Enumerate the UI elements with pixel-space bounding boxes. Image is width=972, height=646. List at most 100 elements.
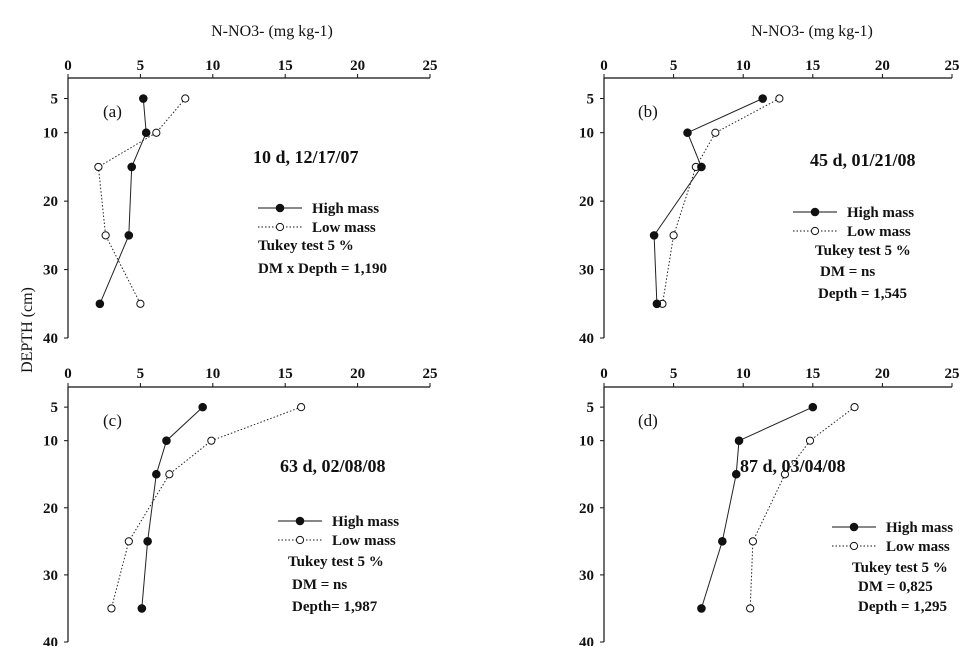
low-mass-point	[207, 436, 216, 445]
high-mass-point	[124, 231, 134, 240]
x-axis-title: N-NO3- (mg kg-1)	[751, 23, 873, 40]
high-mass-point	[731, 469, 741, 479]
y-tick-label: 5	[587, 400, 595, 416]
stats-text: DM x Depth = 1,190	[258, 261, 387, 277]
high-mass-point	[697, 604, 706, 613]
high-mass-point	[127, 162, 137, 172]
y-axis-title: DEPTH (cm)	[19, 287, 36, 373]
x-tick-label: 10	[736, 58, 751, 74]
legend-high-marker	[295, 516, 305, 526]
x-tick-label: 15	[805, 58, 820, 74]
x-tick-label: 0	[64, 58, 72, 74]
low-mass-line	[97, 98, 186, 305]
y-tick-label: 40	[579, 635, 594, 646]
low-mass-point	[850, 403, 859, 412]
high-mass-point	[734, 436, 744, 445]
high-mass-point	[138, 94, 148, 103]
high-mass-point	[198, 402, 207, 412]
y-tick-label: 30	[43, 263, 58, 279]
low-mass-point	[297, 403, 306, 412]
chart-panel-2: 0 5 10 15 20 25 5 10 20 30 40 (b) 45 d, 01/21/08 High…	[579, 58, 960, 347]
y-tick-label: 30	[43, 568, 58, 584]
y-tick-label: 10	[579, 126, 594, 142]
x-tick-label: 20	[350, 366, 365, 382]
low-mass-line	[662, 98, 780, 304]
legend-low-label: Low mass	[312, 220, 376, 236]
x-tick-label: 25	[423, 58, 438, 74]
x-tick-label: 25	[945, 366, 960, 382]
high-mass-point	[808, 402, 818, 412]
y-tick-label: 30	[579, 568, 594, 584]
panel-letter: (c)	[103, 411, 122, 430]
legend-low-label: Low mass	[886, 539, 950, 555]
y-tick-label: 40	[43, 331, 58, 347]
low-mass-point	[165, 470, 174, 479]
high-mass-point	[152, 469, 161, 479]
y-tick-label: 20	[43, 501, 58, 517]
panel-title: 10 d, 12/17/07	[253, 147, 359, 167]
low-mass-point	[775, 94, 784, 103]
x-tick-label: 10	[205, 58, 220, 74]
x-tick-label: 25	[423, 366, 438, 382]
chart-panel-3: 0 5 10 15 20 25 5 10 20 30 40 (c) 63 d, 02/08/08 High…	[43, 366, 438, 646]
high-mass-point	[141, 128, 151, 138]
x-axis-title: N-NO3- (mg kg-1)	[211, 23, 333, 40]
high-mass-point	[652, 299, 662, 309]
high-mass-line	[700, 406, 814, 609]
chart-panel-1: 0 5 10 15 20 25 5 10 20 30 40 (a) 10 d, 12/17/07 High…	[43, 58, 438, 347]
legend-low-marker	[849, 541, 859, 551]
y-tick-label: 5	[51, 92, 59, 108]
x-tick-label: 15	[278, 58, 293, 74]
low-mass-point	[181, 94, 190, 103]
y-tick-label: 10	[43, 434, 58, 450]
legend-high-label: High mass	[847, 205, 914, 221]
x-tick-label: 15	[805, 366, 820, 382]
high-mass-line	[141, 406, 204, 609]
high-mass-point	[137, 604, 147, 613]
low-mass-point	[748, 537, 758, 546]
low-mass-point	[746, 604, 755, 613]
low-mass-point	[152, 128, 161, 137]
low-mass-point	[136, 299, 145, 308]
y-tick-label: 20	[43, 194, 58, 210]
stats-text: Depth = 1,295	[858, 599, 947, 615]
low-mass-point	[124, 537, 133, 546]
y-tick-label: 10	[43, 126, 58, 142]
high-mass-line	[653, 98, 763, 304]
low-mass-point	[711, 128, 720, 137]
stats-text: DM = ns	[820, 264, 875, 280]
stats-text: Depth= 1,987	[292, 599, 378, 615]
x-tick-label: 0	[64, 366, 72, 382]
x-tick-label: 5	[670, 366, 678, 382]
legend-low-marker	[295, 535, 305, 545]
x-tick-label: 15	[278, 366, 293, 382]
x-tick-label: 25	[945, 58, 960, 74]
y-tick-label: 20	[579, 194, 594, 210]
y-tick-label: 40	[579, 331, 594, 347]
high-mass-point	[758, 94, 767, 103]
legend-high-marker	[275, 203, 285, 213]
panel-letter: (b)	[638, 102, 658, 121]
x-tick-label: 20	[875, 58, 890, 74]
x-tick-label: 0	[600, 58, 608, 74]
panel-letter: (d)	[638, 411, 658, 430]
low-mass-line	[749, 406, 855, 609]
panel-title: 45 d, 01/21/08	[810, 150, 916, 170]
x-tick-label: 0	[600, 366, 608, 382]
low-mass-point	[669, 231, 678, 240]
legend-high-label: High mass	[886, 520, 953, 536]
stats-text: Depth = 1,545	[818, 286, 907, 302]
low-mass-point	[101, 231, 110, 240]
y-tick-label: 5	[587, 92, 595, 108]
high-mass-point	[718, 537, 727, 546]
stats-text: DM = 0,825	[858, 579, 933, 595]
x-tick-label: 20	[350, 58, 365, 74]
legend-low-marker	[275, 222, 285, 232]
y-tick-label: 5	[51, 400, 59, 416]
stats-text: DM = ns	[292, 577, 347, 593]
stats-text: Tukey test 5 %	[258, 238, 354, 254]
high-mass-point	[143, 537, 152, 546]
high-mass-point	[162, 436, 171, 445]
legend-high-label: High mass	[332, 514, 399, 530]
